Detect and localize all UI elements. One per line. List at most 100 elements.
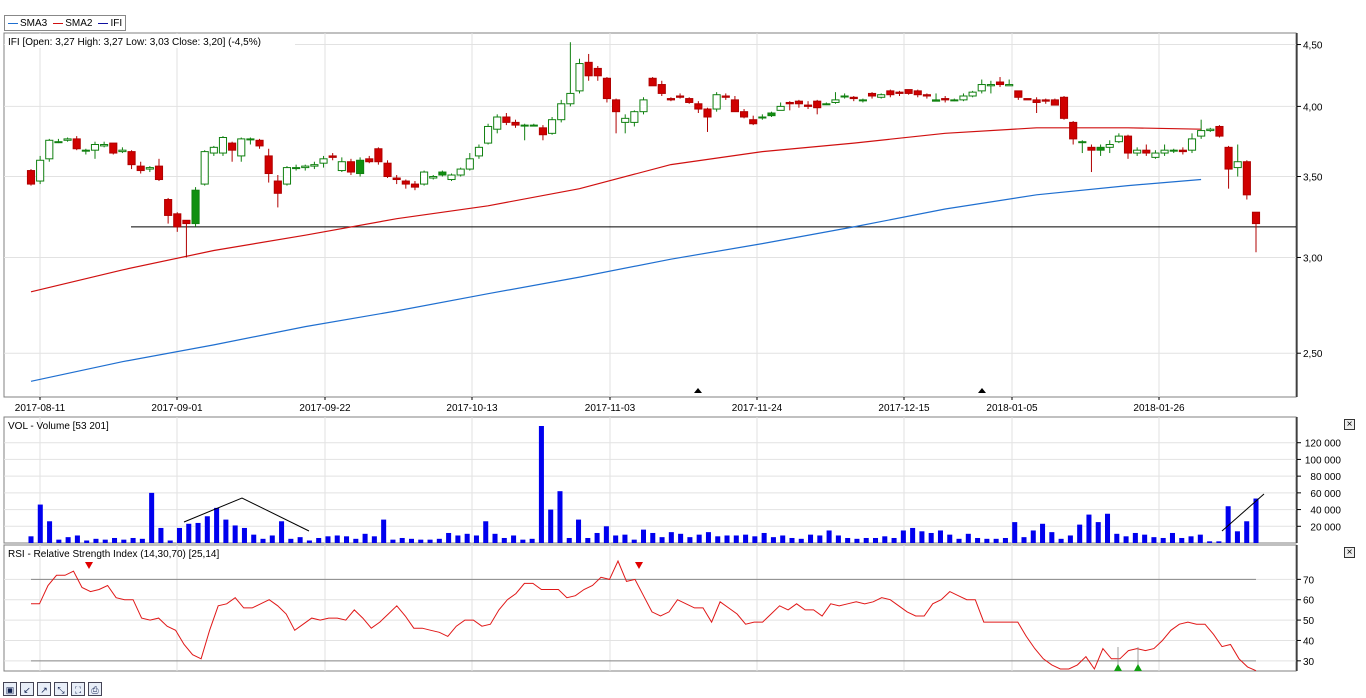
volume-bar: [241, 527, 247, 543]
candle: [1123, 134, 1133, 159]
candle-body: [1251, 211, 1261, 225]
candle-body: [648, 77, 657, 87]
candle-body: [1142, 149, 1151, 154]
candle: [959, 93, 968, 102]
candle-body: [1050, 99, 1059, 106]
candle-body: [986, 84, 995, 87]
volume-bar: [919, 531, 925, 543]
candle: [264, 148, 273, 183]
candle-body: [1123, 135, 1133, 154]
volume-bar: [659, 537, 665, 543]
volume-close-button[interactable]: ×: [1344, 419, 1355, 430]
candle: [566, 42, 575, 107]
volume-bar: [947, 534, 953, 543]
volume-bar: [204, 516, 210, 543]
volume-bar: [956, 538, 962, 543]
reset-zoom-icon[interactable]: ⤡: [54, 682, 68, 696]
candle: [1187, 133, 1197, 154]
candle-body: [237, 138, 246, 157]
candle: [703, 107, 712, 132]
candle: [1059, 95, 1069, 120]
event-marker-icon: [978, 388, 986, 393]
candle: [401, 179, 410, 189]
candle: [867, 92, 877, 99]
vol-ytick-label-3: 80 000: [1310, 472, 1341, 483]
volume-bar: [798, 538, 804, 543]
volume-bar: [158, 527, 164, 543]
legend-item-ifi: IFI: [98, 18, 122, 29]
candle: [228, 141, 237, 162]
candle: [767, 111, 776, 118]
candle-body: [410, 183, 420, 188]
candle: [666, 97, 675, 102]
candle-body: [602, 77, 611, 100]
candle: [127, 150, 136, 170]
candle-body: [392, 177, 401, 181]
candle: [72, 136, 81, 151]
rsi-ytick-label-0: 30: [1303, 657, 1315, 668]
price-ytick-label-4: 4,50: [1303, 41, 1323, 52]
candle-body: [1032, 99, 1041, 103]
volume-bar: [390, 539, 396, 543]
volume-bar: [186, 523, 192, 543]
volume-bar: [1030, 530, 1036, 543]
legend-item-sma3: SMA3: [8, 18, 47, 29]
candle: [383, 160, 392, 179]
fit-icon[interactable]: ⛶: [71, 682, 85, 696]
price-ytick-label-3: 4,00: [1303, 102, 1323, 113]
candle: [1078, 140, 1087, 154]
volume-bar: [325, 536, 331, 543]
candle: [1251, 211, 1261, 253]
candle-body: [282, 167, 292, 185]
candle: [785, 101, 794, 111]
candle-body: [438, 171, 447, 176]
candle-body: [1041, 99, 1050, 102]
candle-body: [319, 158, 328, 164]
candle: [630, 110, 639, 127]
zoom-in-icon[interactable]: ↙: [20, 682, 34, 696]
volume-bar: [761, 532, 767, 543]
candle-body: [794, 100, 803, 105]
candle-body: [456, 168, 465, 176]
volume-trend-lines: [183, 497, 310, 532]
volume-bar: [492, 533, 498, 543]
candle: [164, 197, 173, 224]
sma2-line: [30, 127, 1202, 293]
candle: [1041, 98, 1050, 104]
candle: [612, 98, 621, 134]
volume-bar: [344, 536, 350, 543]
candle: [273, 175, 282, 208]
candle-body: [493, 116, 502, 130]
rsi-ytick-label-3: 60: [1303, 596, 1315, 607]
vol-ytick-label-4: 100 000: [1305, 455, 1342, 466]
candle-body: [730, 99, 739, 113]
rsi-close-button[interactable]: ×: [1344, 547, 1355, 558]
candle-body: [1178, 149, 1187, 153]
zoom-out-icon[interactable]: ↗: [37, 682, 51, 696]
rsi-line: [31, 559, 1257, 672]
rsi-header: RSI - Relative Strength Index (14,30,70)…: [8, 549, 219, 560]
candle-body: [484, 125, 493, 144]
candle-body: [383, 162, 392, 178]
candle: [301, 164, 310, 171]
volume-bar: [975, 537, 981, 543]
candle: [356, 157, 365, 177]
candle: [593, 65, 602, 81]
candle: [986, 80, 995, 94]
candle: [913, 89, 922, 98]
candle: [209, 145, 218, 156]
volume-bar: [808, 534, 814, 543]
candle-body: [904, 89, 913, 94]
volume-bar: [845, 537, 851, 543]
volume-bar: [214, 507, 220, 543]
volume-bar: [251, 534, 257, 543]
print-icon[interactable]: ⎙: [88, 682, 102, 696]
volume-bar: [473, 535, 479, 543]
candle: [895, 90, 904, 96]
save-icon[interactable]: ▣: [3, 682, 17, 696]
candle-body: [703, 108, 712, 118]
candle: [803, 101, 813, 110]
candle: [438, 170, 447, 177]
date-label-0: 2017-08-11: [15, 403, 66, 414]
